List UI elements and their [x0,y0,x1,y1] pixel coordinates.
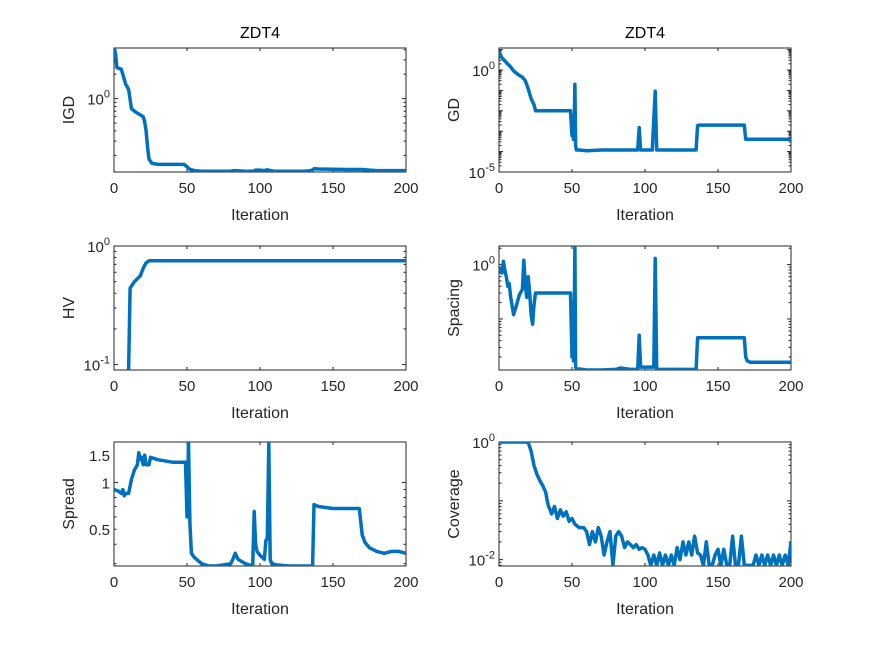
x-tick-label: 150 [705,180,730,197]
y-axis-label: HV [61,297,78,320]
subplot-spread: 0 50 100 150 200 0.5 1 1.5 Iteration Spread [61,441,419,618]
x-tick-label: 100 [632,574,657,591]
x-tick-label: 100 [247,378,272,395]
y-tick-label: 100 [87,236,110,256]
x-axis-label: Iteration [616,207,674,224]
x-tick-label: 200 [393,180,418,197]
x-tick-label: 50 [179,574,196,591]
subplot-coverage: 0 50 100 150 200 100 10-2 Iteration Coverage [446,432,804,618]
x-tick-label: 150 [705,378,730,395]
series-line-coverage [499,442,791,566]
x-tick-label: 150 [320,378,345,395]
y-tick-label: 10-2 [469,550,495,570]
x-tick-label: 150 [705,574,730,591]
axes-box [498,245,792,371]
axes-box [113,245,407,371]
x-tick-label: 50 [564,180,581,197]
x-axis-label: Iteration [616,601,674,618]
y-axis-label: IGD [61,96,78,124]
y-tick-label: 100 [87,89,110,109]
x-tick-label: 200 [778,378,803,395]
x-tick-label: 100 [247,180,272,197]
series-line-igd [114,48,406,172]
chart-title: ZDT4 [625,25,665,42]
y-axis-label: GD [446,98,463,122]
x-tick-label: 150 [320,574,345,591]
x-tick-label: 200 [393,574,418,591]
y-tick-label: 0.5 [89,522,110,539]
y-axis-label: Spread [61,478,78,530]
y-tick-label: 1 [102,475,110,492]
x-tick-label: 50 [179,378,196,395]
x-tick-label: 0 [110,378,118,395]
y-tick-label: 10-5 [469,162,495,182]
x-axis-label: Iteration [616,405,674,422]
y-tick-label: 100 [472,60,495,80]
x-tick-label: 100 [632,180,657,197]
x-tick-label: 50 [179,180,196,197]
x-tick-label: 100 [632,378,657,395]
chart-title: ZDT4 [240,25,280,42]
x-axis-label: Iteration [231,405,289,422]
series-line-gd [499,50,791,153]
y-tick-label: 1.5 [89,448,110,465]
x-tick-label: 200 [393,378,418,395]
subplot-spacing: 0 50 100 150 200 100 Iteration Spacing [446,245,804,422]
x-tick-label: 0 [110,574,118,591]
x-axis-label: Iteration [231,207,289,224]
x-tick-label: 200 [778,574,803,591]
x-tick-label: 0 [110,180,118,197]
series-line-spread [114,442,406,566]
x-tick-label: 50 [564,574,581,591]
series-line-spacing [499,246,791,370]
x-axis-label: Iteration [231,601,289,618]
x-tick-label: 0 [495,378,503,395]
subplot-igd: 0 50 100 150 200 100 Iteration IGD ZDT4 [61,25,419,224]
subplot-gd: 0 50 100 150 200 100 10-5 Iteration GD ZDT4 [446,25,804,224]
axes-box [113,441,407,567]
series-line-hv [126,259,406,370]
subplot-hv: 0 50 100 150 200 100 10-1 Iteration HV [61,236,419,422]
x-tick-label: 150 [320,180,345,197]
y-axis-label: Coverage [446,469,463,538]
y-tick-label: 100 [472,432,495,452]
x-tick-label: 0 [495,180,503,197]
y-axis-label: Spacing [446,279,463,337]
y-tick-label: 10-1 [84,355,110,375]
y-tick-label: 100 [472,255,495,275]
x-tick-label: 200 [778,180,803,197]
x-tick-label: 0 [495,574,503,591]
x-tick-label: 50 [564,378,581,395]
x-tick-label: 100 [247,574,272,591]
axes-box [113,47,407,173]
